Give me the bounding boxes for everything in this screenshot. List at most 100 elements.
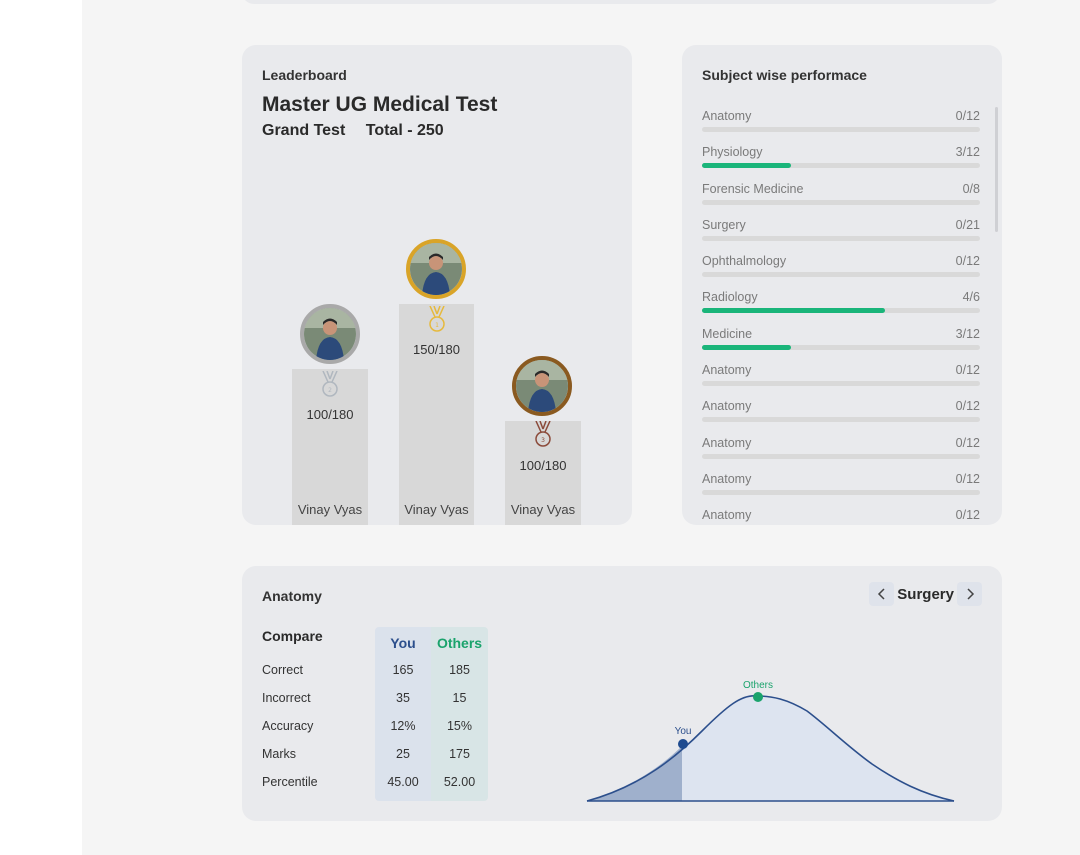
others-value: 185 <box>449 663 470 677</box>
subject-row[interactable]: Forensic Medicine 0/8 <box>702 182 980 218</box>
subject-name: Anatomy <box>702 109 752 123</box>
subject-progress-track <box>702 127 980 132</box>
subject-name: Ophthalmology <box>702 254 787 269</box>
podium-score: 100/180 <box>519 458 567 473</box>
podium-score: 150/180 <box>413 342 460 357</box>
compare-card: Anatomy Surgery Compare Correct Incorrect… <box>242 566 1002 821</box>
you-value: 165 <box>392 663 414 677</box>
compare-row-label: Percentile <box>262 775 318 789</box>
you-marker-label: You <box>675 726 692 737</box>
others-value: 15% <box>446 719 473 733</box>
subject-name: Anatomy <box>702 508 752 523</box>
subject-row[interactable]: Medicine 3/12 <box>702 327 980 363</box>
chevron-left-icon <box>877 588 885 600</box>
you-value: 35 <box>396 691 410 705</box>
you-column: You 165 35 12% 25 45.00 <box>375 627 431 801</box>
gold-medal-icon: 1 <box>427 305 447 337</box>
subject-score: 0/12 <box>955 254 980 269</box>
subject-performance-card: Subject wise performace Anatomy 0/12 Physi… <box>682 45 1002 525</box>
subject-score: 0/12 <box>955 435 980 450</box>
page-background: Leaderboard Master UG Medical Test Grand… <box>82 0 1080 855</box>
subject-progress-track <box>702 344 980 350</box>
subject-name: Anatomy <box>702 471 752 486</box>
subject-row[interactable]: Anatomy 0/12 <box>702 399 980 435</box>
subject-row[interactable]: Surgery 0/21 <box>702 218 980 254</box>
svg-text:2: 2 <box>328 387 332 394</box>
you-value: 12% <box>390 719 416 733</box>
test-meta: Grand Test Total - 250 <box>262 122 444 140</box>
subject-row[interactable]: Anatomy 0/12 <box>702 436 980 472</box>
subject-row[interactable]: Physiology 3/12 <box>702 145 980 181</box>
subject-row[interactable]: Ophthalmology 0/12 <box>702 254 980 290</box>
subject-row[interactable]: Anatomy 0/12 <box>702 508 980 525</box>
others-column-header: Others <box>436 635 483 651</box>
subject-progress-track <box>702 235 980 241</box>
subject-progress-fill <box>702 344 791 350</box>
subject-score: 0/21 <box>955 217 980 232</box>
avatar-rank-1[interactable] <box>406 239 466 299</box>
you-marker <box>678 739 688 749</box>
test-total: Total - 250 <box>365 122 444 139</box>
avatar-rank-2[interactable] <box>300 304 360 364</box>
subject-score: 4/6 <box>962 290 980 305</box>
scrollbar[interactable] <box>995 107 998 232</box>
subject-score: 0/12 <box>955 109 980 123</box>
subject-progress-fill <box>702 163 791 169</box>
subject-progress-track <box>702 489 980 495</box>
silver-medal-icon: 2 <box>320 370 340 402</box>
previous-subject-button[interactable] <box>869 582 895 606</box>
subject-name: Anatomy <box>702 363 752 378</box>
test-name: Master UG Medical Test <box>262 93 498 116</box>
subject-name: Anatomy <box>702 435 752 450</box>
subject-row[interactable]: Anatomy 0/12 <box>702 363 980 399</box>
subject-score: 0/12 <box>955 508 980 523</box>
others-value: 175 <box>449 747 470 761</box>
subject-name: Radiology <box>702 290 758 305</box>
subject-row[interactable]: Anatomy 0/12 <box>702 472 980 508</box>
subject-progress-track <box>702 381 980 387</box>
podium-rank-2: 2 100/180 Vinay Vyas <box>292 369 368 525</box>
subject-score: 0/12 <box>955 363 980 378</box>
subject-performance-title: Subject wise performace <box>702 67 867 83</box>
compare-row-label: Accuracy <box>262 719 314 733</box>
subject-name: Forensic Medicine <box>702 181 804 196</box>
compare-row-labels: Correct Incorrect Accuracy Marks Percentile <box>262 663 318 803</box>
you-column-header: You <box>390 635 416 651</box>
podium-score: 100/180 <box>306 407 354 422</box>
you-shaded-area <box>587 746 682 801</box>
distribution-curve: You Others <box>586 680 955 802</box>
subject-score: 3/12 <box>955 326 980 341</box>
others-marker <box>753 692 763 702</box>
next-subject-button[interactable] <box>957 582 982 606</box>
subject-score: 0/12 <box>955 399 980 414</box>
subject-score: 0/12 <box>955 471 980 486</box>
subject-name: Medicine <box>702 326 753 341</box>
subject-progress-track <box>702 417 980 423</box>
compare-subject-title: Anatomy <box>262 588 322 604</box>
bronze-medal-icon: 3 <box>533 420 553 452</box>
subject-row[interactable]: Anatomy 0/12 <box>702 109 980 145</box>
svg-text:1: 1 <box>435 322 439 329</box>
chevron-right-icon <box>966 588 974 600</box>
others-marker-label: Others <box>743 680 773 691</box>
previous-card-edge <box>242 0 1000 4</box>
leaderboard-title: Leaderboard <box>262 67 347 83</box>
subject-row[interactable]: Radiology 4/6 <box>702 290 980 326</box>
current-subject-label: Surgery <box>897 585 954 603</box>
leaderboard-card: Leaderboard Master UG Medical Test Grand… <box>242 45 632 525</box>
podium-rank-3: 3 100/180 Vinay Vyas <box>505 420 581 525</box>
compare-heading: Compare <box>262 628 323 644</box>
subject-score: 3/12 <box>955 145 980 160</box>
others-value: 52.00 <box>443 775 476 789</box>
compare-row-label: Marks <box>262 747 297 761</box>
subject-progress-track <box>702 272 980 278</box>
podium-name: Vinay Vyas <box>510 502 576 517</box>
others-value: 15 <box>452 691 467 705</box>
avatar-rank-3[interactable] <box>512 356 572 416</box>
others-column: Others 185 15 15% 175 52.00 <box>431 627 488 801</box>
compare-row-label: Incorrect <box>262 691 311 705</box>
podium-name: Vinay Vyas <box>404 502 469 517</box>
podium-name: Vinay Vyas <box>297 502 363 517</box>
subject-progress-track <box>702 199 980 205</box>
you-value: 25 <box>396 747 410 761</box>
